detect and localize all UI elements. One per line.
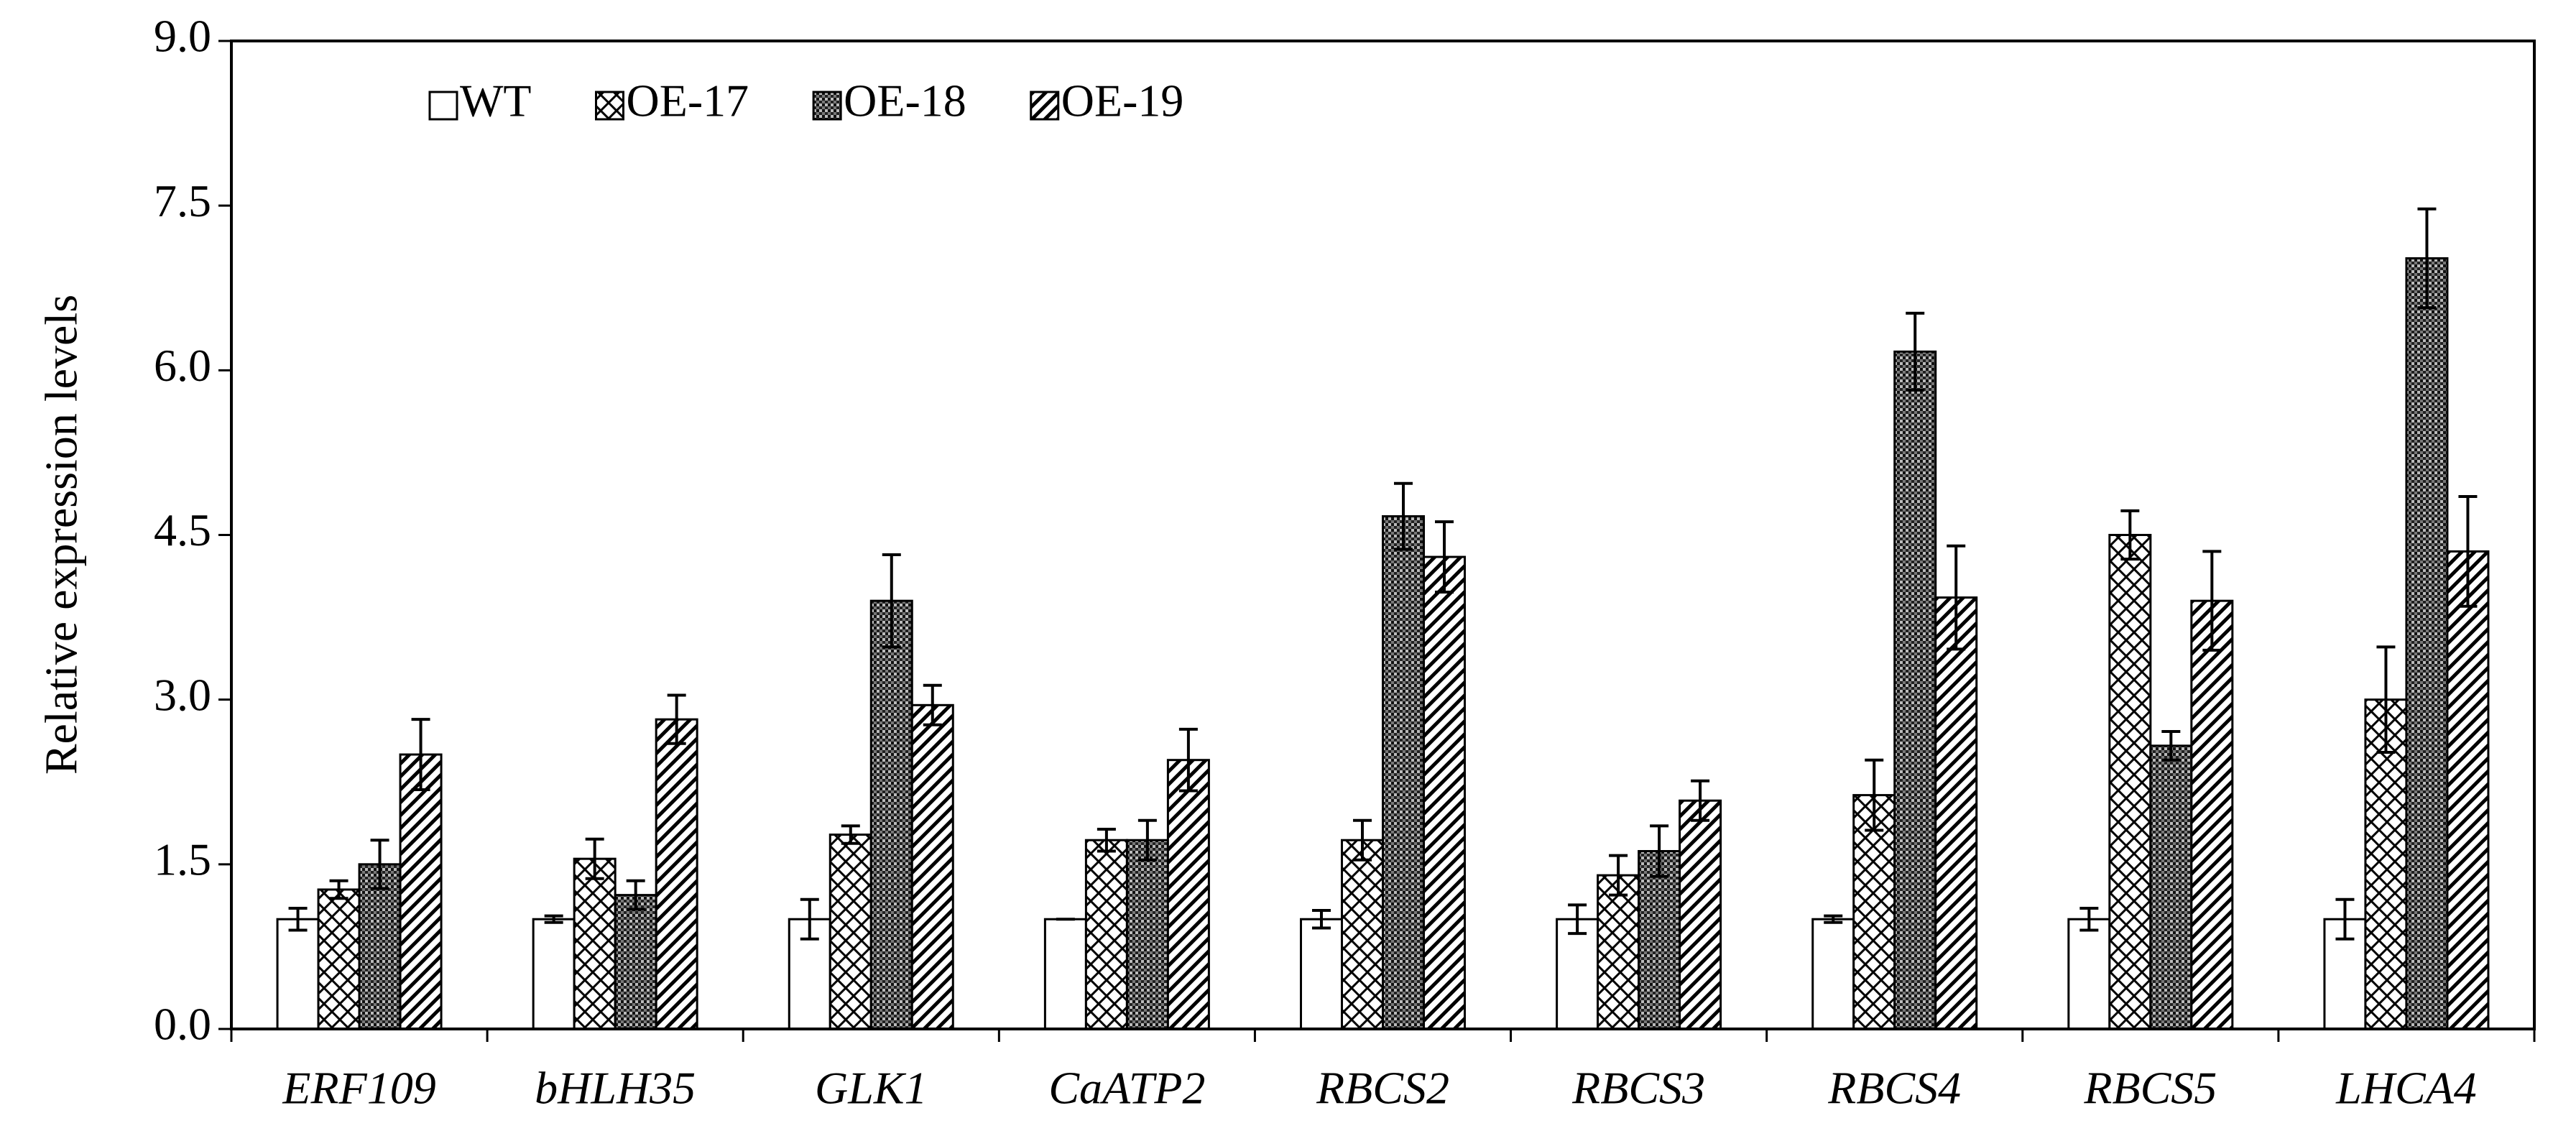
bar [1893,350,1937,1030]
error-bar [1353,818,1372,862]
bar [358,863,402,1030]
legend-swatch [428,91,458,121]
error-bar [1865,758,1884,832]
y-tick-label: 1.5 [154,834,211,885]
error-bar [2458,495,2478,608]
error-bar [1947,544,1966,651]
error-bar [1650,824,1669,878]
bar [1084,839,1128,1030]
bar [1043,918,1087,1030]
error-bar [1906,311,1925,392]
bar [2446,550,2490,1030]
error-bar [1691,779,1710,822]
bar [2149,744,2193,1030]
bar [655,718,698,1030]
error-bar [667,693,686,745]
x-tick-label: bHLH35 [535,1063,696,1114]
bar [2108,534,2152,1030]
error-bar [2417,207,2437,310]
error-bar [800,897,819,941]
error-bar [288,906,308,932]
error-bar [1435,520,1454,594]
y-tick-label: 6.0 [154,340,211,391]
bar [1166,759,1210,1030]
error-bar [1824,914,1843,924]
bar [276,918,320,1030]
error-bar [544,914,563,924]
error-bar [2079,906,2099,932]
legend-swatch [1030,91,1060,121]
bar [1679,799,1722,1030]
error-bar [923,683,942,726]
y-tick-label: 9.0 [154,11,211,62]
error-bar [585,837,604,880]
error-bar [882,553,901,649]
x-tick-label: RBCS4 [1827,1063,1961,1114]
x-tick-label: GLK1 [815,1063,928,1114]
x-tick-label: ERF109 [282,1063,435,1114]
legend-label: OE-17 [627,75,749,126]
bar [1811,918,1855,1030]
error-bar [370,839,389,890]
error-bar [1609,854,1628,897]
x-tick-label: CaATP2 [1048,1063,1205,1114]
error-bar [1312,909,1331,930]
bar [573,857,617,1030]
bar [2190,599,2234,1030]
error-bar [1137,818,1157,862]
x-tick-label: RBCS2 [1316,1063,1449,1114]
bar [1423,555,1466,1030]
legend-swatch [595,91,624,121]
bar [399,753,443,1030]
legend-label: OE-19 [1061,75,1184,126]
error-bar [2335,897,2355,941]
error-bar [1568,903,1587,936]
error-bar [626,879,645,911]
x-tick-label: LHCA4 [2335,1063,2477,1114]
bar [910,703,954,1030]
bar [614,894,657,1030]
error-bar [2161,729,2181,762]
error-bar [1097,827,1116,853]
bar [1597,874,1640,1030]
bar [869,599,913,1030]
y-tick-label: 0.0 [154,999,211,1050]
bar [2067,918,2111,1030]
bar [532,918,576,1030]
bar [1556,918,1599,1030]
bar [828,834,872,1030]
error-bar [2376,645,2396,754]
error-bar [2202,550,2222,652]
legend-label: OE-18 [844,75,966,126]
x-tick-label: RBCS3 [1571,1063,1705,1114]
bar [1934,596,1978,1030]
bar [1341,839,1384,1030]
y-tick-label: 3.0 [154,669,211,720]
bar [1382,515,1425,1030]
error-bar [2120,509,2140,561]
error-bar [329,879,348,900]
bar [1300,918,1343,1030]
legend-label: WT [460,75,532,126]
plot-frame [230,40,2536,1030]
x-tick-label: RBCS5 [2083,1063,2217,1114]
bar [1125,839,1169,1030]
y-tick-label: 7.5 [154,175,211,226]
bar [317,888,361,1030]
error-bar [411,718,430,791]
y-axis-label: Relative expression levels [36,295,87,775]
error-bar [1178,727,1198,793]
error-bar [1394,481,1413,551]
y-tick-label: 4.5 [154,504,211,555]
legend-swatch [812,91,842,121]
bar [2405,257,2449,1030]
error-bar [841,824,860,845]
